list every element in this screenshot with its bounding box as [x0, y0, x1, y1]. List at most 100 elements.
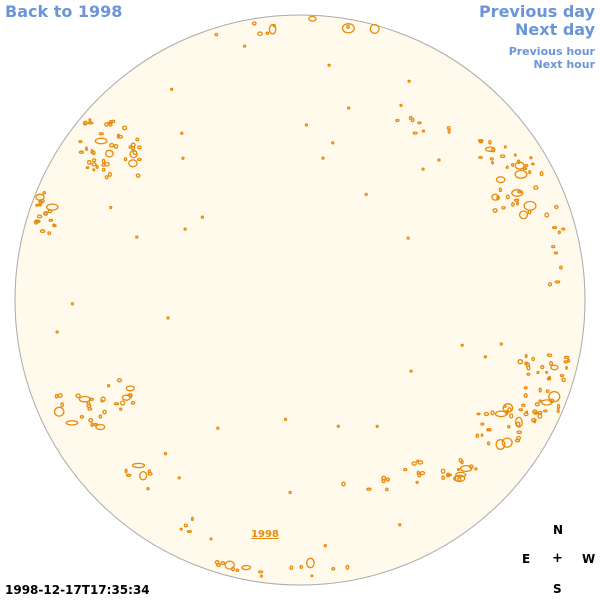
contour-mark	[545, 389, 550, 393]
contour-mark	[406, 236, 410, 240]
contour-mark	[163, 452, 168, 456]
contour-mark	[526, 372, 531, 376]
contour-mark	[543, 409, 548, 413]
contour-mark	[116, 133, 120, 139]
contour-mark	[490, 147, 496, 153]
contour-mark	[522, 167, 528, 171]
contour-mark	[483, 355, 488, 359]
contour-mark	[509, 413, 514, 419]
contour-mark	[503, 145, 507, 149]
contour-mark	[515, 421, 521, 427]
contour-mark	[561, 377, 566, 383]
contour-mark	[147, 469, 152, 474]
contour-mark	[336, 424, 340, 428]
contour-mark	[308, 15, 317, 22]
contour-mark	[402, 467, 408, 472]
contour-mark	[412, 131, 418, 135]
contour-mark	[514, 438, 521, 443]
contour-mark	[90, 422, 94, 427]
next-hour-link[interactable]: Next hour	[533, 58, 596, 71]
contour-mark	[417, 121, 422, 125]
contour-mark	[183, 227, 187, 231]
previous-day-link[interactable]: Previous day	[478, 2, 595, 21]
contour-mark	[554, 280, 561, 284]
contour-mark	[399, 103, 403, 108]
contour-mark	[128, 159, 138, 168]
contour-mark	[257, 31, 263, 37]
contour-mark	[78, 395, 92, 403]
contour-mark	[87, 121, 94, 125]
contour-mark	[230, 566, 236, 572]
contour-mark	[299, 564, 304, 569]
contour-mark	[102, 409, 107, 415]
contour-mark	[53, 406, 65, 417]
contour-mark	[505, 409, 509, 416]
contour-mark	[531, 162, 535, 166]
contour-mark	[537, 410, 543, 415]
contour-mark	[101, 167, 106, 172]
contour-mark	[499, 342, 503, 346]
contour-mark	[113, 143, 119, 149]
contour-mark	[48, 218, 54, 223]
contour-mark	[345, 564, 350, 570]
contour-mark	[488, 139, 492, 145]
year-link[interactable]: 1998	[251, 529, 279, 540]
contour-mark	[129, 149, 138, 159]
contour-mark	[490, 410, 495, 416]
contour-mark	[288, 490, 292, 495]
contour-mark	[94, 137, 108, 145]
contour-mark	[341, 481, 346, 487]
contour-mark	[86, 159, 92, 165]
contour-mark	[556, 404, 561, 409]
contour-mark	[441, 475, 446, 481]
contour-mark	[209, 537, 213, 541]
contour-mark	[183, 523, 188, 528]
contour-mark	[523, 392, 528, 399]
contour-mark	[268, 24, 277, 35]
contour-mark	[241, 564, 252, 571]
contour-mark	[43, 211, 48, 216]
contour-mark	[347, 106, 351, 110]
contour-mark	[511, 189, 524, 197]
contour-mark	[538, 399, 542, 403]
contour-mark	[546, 376, 552, 381]
contour-mark	[546, 353, 553, 358]
contour-mark	[272, 23, 276, 28]
contour-mark	[86, 403, 92, 409]
contour-mark	[78, 140, 83, 144]
contour-mark	[440, 468, 446, 474]
contour-mark	[104, 175, 109, 180]
contour-mark	[486, 441, 491, 446]
observation-timestamp: 1998-12-17T17:35:34	[5, 583, 150, 597]
contour-mark	[47, 231, 52, 235]
contour-mark	[455, 471, 467, 478]
contour-mark	[551, 244, 556, 249]
next-day-link[interactable]: Next day	[515, 20, 595, 39]
contour-mark	[557, 230, 561, 235]
contour-mark	[553, 251, 559, 255]
contour-mark	[498, 187, 503, 193]
back-to-year-link[interactable]: Back to 1998	[5, 2, 123, 21]
contour-mark	[551, 226, 558, 230]
contour-mark	[214, 560, 220, 565]
contour-mark	[331, 141, 335, 145]
previous-hour-link[interactable]: Previous hour	[508, 45, 595, 58]
contour-mark	[398, 523, 402, 527]
contour-mark	[501, 205, 506, 210]
contour-mark	[411, 461, 417, 466]
contour-mark	[88, 397, 95, 401]
contour-mark	[495, 176, 506, 184]
contour-mark	[416, 470, 420, 476]
contour-mark	[511, 202, 515, 207]
contour-mark	[45, 203, 59, 211]
contour-mark	[251, 21, 257, 26]
contour-mark	[265, 31, 270, 35]
contour-mark	[421, 167, 425, 171]
compass-center: +	[552, 551, 563, 566]
contour-mark	[381, 478, 386, 484]
contour-mark	[119, 407, 123, 411]
contour-mark	[179, 527, 183, 531]
contour-mark	[88, 118, 92, 123]
contour-mark	[528, 170, 532, 175]
contour-mark	[131, 462, 146, 469]
